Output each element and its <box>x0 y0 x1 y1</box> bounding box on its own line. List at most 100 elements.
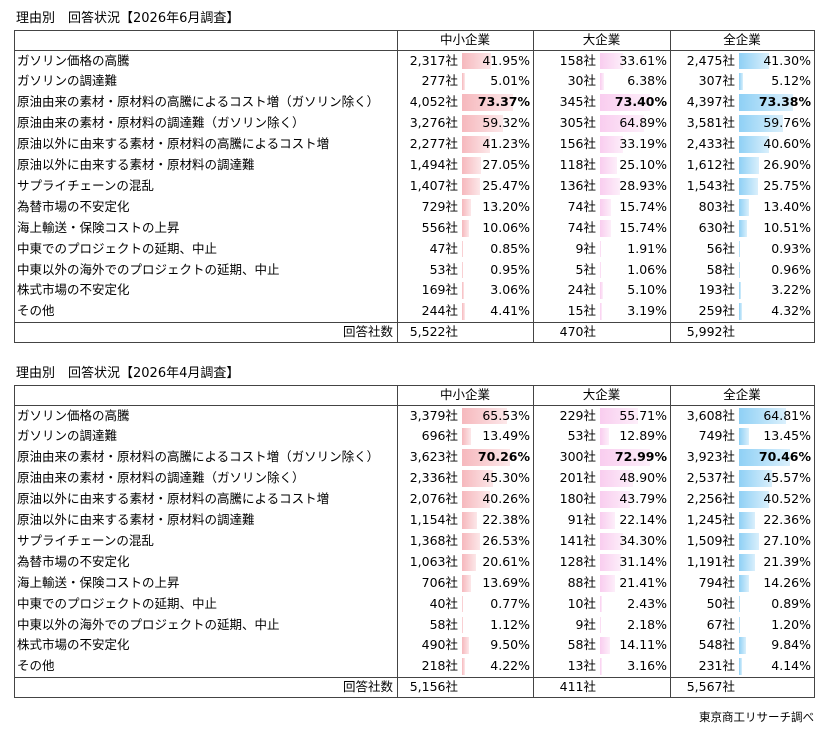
percent-cell: 0.95% <box>490 261 530 277</box>
data-bar <box>600 532 624 550</box>
data-bar <box>462 52 491 70</box>
data-bar <box>739 449 791 467</box>
count-cell: 729社 <box>421 198 458 214</box>
data-bar <box>600 553 622 571</box>
column-rule <box>397 30 398 342</box>
percent-cell: 14.11% <box>619 637 667 653</box>
count-cell: 180社 <box>559 491 596 507</box>
count-cell: 300社 <box>559 449 596 465</box>
count-cell: 231社 <box>698 658 735 674</box>
percent-cell: 27.10% <box>763 532 811 548</box>
data-bar <box>739 658 743 676</box>
count-cell: 630社 <box>698 219 735 235</box>
header-rule <box>14 50 814 51</box>
percent-cell: 31.14% <box>619 553 667 569</box>
percent-cell: 55.71% <box>619 407 667 423</box>
table-border <box>14 341 815 343</box>
count-cell: 1,494社 <box>409 157 458 172</box>
data-bar <box>739 219 747 237</box>
count-cell: 4,397社 <box>686 94 735 110</box>
row-label: 海上輸送・保険コストの上昇 <box>17 574 180 590</box>
percent-cell: 40.26% <box>482 491 530 507</box>
table-title: 理由別 回答状況【2026年4月調査】 <box>16 366 240 381</box>
column-header: 中小企業 <box>439 32 490 47</box>
percent-cell: 41.30% <box>763 52 811 68</box>
count-cell: 74社 <box>567 198 596 214</box>
data-bar <box>739 470 773 488</box>
data-bar <box>600 73 605 91</box>
count-cell: 30社 <box>567 73 596 89</box>
row-label: ガソリン価格の高騰 <box>17 52 130 68</box>
count-cell: 2,256社 <box>686 491 735 507</box>
count-cell: 58社 <box>706 261 735 277</box>
count-cell: 218社 <box>421 658 458 674</box>
table-border <box>14 696 815 698</box>
table-border <box>14 385 814 386</box>
percent-cell: 3.06% <box>490 282 530 298</box>
count-cell: 305社 <box>559 115 596 131</box>
percent-cell: 21.41% <box>619 574 667 590</box>
data-bar <box>462 219 469 237</box>
data-bar <box>600 136 623 153</box>
data-bar <box>600 94 650 112</box>
row-label: 原油以外に由来する素材・原材料の調達難 <box>17 157 255 172</box>
row-label: 為替市場の不安定化 <box>17 198 130 214</box>
column-rule <box>670 385 671 697</box>
data-bar <box>462 157 481 174</box>
count-cell: 2,433社 <box>686 136 735 152</box>
percent-cell: 13.49% <box>482 428 530 444</box>
percent-cell: 25.10% <box>619 157 667 172</box>
count-cell: 244社 <box>421 303 458 319</box>
percent-cell: 13.40% <box>763 198 811 214</box>
count-cell: 1,368社 <box>409 532 458 548</box>
data-bar <box>600 512 616 529</box>
percent-cell: 13.20% <box>482 198 530 214</box>
count-cell: 15社 <box>567 303 596 319</box>
count-cell: 706社 <box>421 574 458 590</box>
data-bar <box>462 198 472 216</box>
percent-cell: 40.52% <box>763 491 811 507</box>
percent-cell: 20.61% <box>482 553 530 569</box>
data-bar <box>739 637 747 655</box>
total-count: 5,156社 <box>409 678 458 694</box>
data-bar <box>739 282 742 300</box>
column-header: 全企業 <box>723 387 761 402</box>
percent-cell: 6.38% <box>627 73 667 89</box>
data-bar <box>739 303 743 321</box>
count-cell: 1,063社 <box>409 553 458 569</box>
count-cell: 3,923社 <box>686 449 735 465</box>
footer-rule <box>14 321 814 323</box>
count-cell: 24社 <box>567 282 596 298</box>
data-bar <box>462 261 463 279</box>
data-bar <box>739 512 756 529</box>
percent-cell: 1.06% <box>627 261 667 277</box>
percent-cell: 70.26% <box>477 449 530 465</box>
count-cell: 1,407社 <box>409 177 458 193</box>
count-cell: 50社 <box>706 595 735 611</box>
data-bar <box>462 303 466 321</box>
count-cell: 88社 <box>567 574 596 590</box>
count-cell: 548社 <box>698 637 735 653</box>
column-header: 中小企業 <box>439 387 490 402</box>
count-cell: 53社 <box>567 428 596 444</box>
column-header: 大企業 <box>582 387 621 402</box>
data-bar <box>462 282 465 300</box>
count-cell: 3,276社 <box>409 115 458 131</box>
data-bar <box>600 282 604 300</box>
percent-cell: 73.38% <box>758 94 811 110</box>
total-count: 5,567社 <box>686 678 735 694</box>
percent-cell: 64.89% <box>619 115 667 131</box>
data-bar <box>462 240 463 258</box>
data-bar <box>600 637 610 655</box>
count-cell: 2,537社 <box>686 470 735 486</box>
column-rule <box>14 30 15 342</box>
percent-cell: 0.85% <box>490 240 530 256</box>
count-cell: 53社 <box>429 261 458 277</box>
percent-cell: 0.77% <box>490 595 530 611</box>
row-label: サプライチェーンの混乱 <box>17 177 154 193</box>
percent-cell: 3.19% <box>627 303 667 319</box>
count-cell: 91社 <box>567 512 596 527</box>
percent-cell: 14.26% <box>763 574 811 590</box>
count-cell: 3,379社 <box>409 407 458 423</box>
